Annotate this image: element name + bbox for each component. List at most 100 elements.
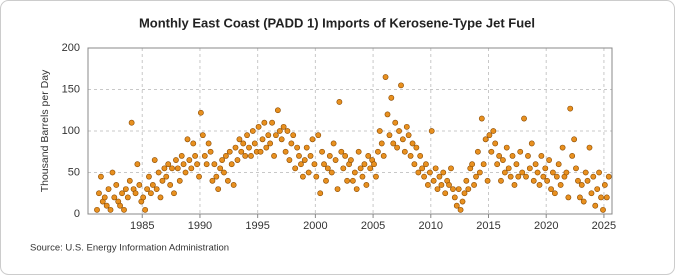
data-point	[378, 140, 385, 147]
data-point	[523, 173, 529, 180]
data-point	[559, 144, 566, 151]
data-point	[321, 161, 327, 168]
data-point	[342, 152, 349, 159]
data-point	[207, 148, 214, 155]
data-point	[540, 173, 547, 180]
data-point	[503, 144, 510, 151]
data-point	[557, 182, 564, 188]
data-point	[323, 177, 329, 184]
data-point	[588, 190, 595, 197]
data-point	[428, 128, 435, 134]
data-point	[375, 148, 381, 155]
data-point	[405, 132, 412, 139]
data-point	[223, 152, 229, 159]
data-point	[507, 173, 514, 180]
data-point	[303, 144, 310, 151]
data-point	[548, 186, 554, 192]
data-point	[300, 173, 306, 180]
data-point	[248, 152, 254, 159]
data-point	[159, 177, 166, 184]
data-point	[192, 152, 199, 159]
data-point	[382, 74, 389, 80]
data-point	[288, 140, 295, 147]
data-point	[205, 140, 212, 147]
data-point	[128, 119, 135, 126]
data-point	[426, 169, 433, 176]
data-point	[600, 206, 606, 213]
data-point	[436, 173, 443, 180]
data-point	[519, 169, 526, 176]
data-point	[330, 140, 337, 147]
data-point	[594, 186, 601, 192]
data-point	[317, 190, 324, 197]
data-point	[605, 173, 612, 180]
data-point	[542, 165, 549, 172]
data-point	[249, 128, 256, 134]
data-point	[417, 152, 424, 159]
y-tick-label: 0	[74, 208, 80, 220]
data-point	[584, 177, 591, 184]
data-point	[107, 206, 114, 213]
data-point	[184, 136, 191, 143]
data-point	[473, 173, 479, 180]
data-point	[203, 161, 210, 168]
data-point	[577, 194, 583, 201]
data-point	[463, 177, 470, 184]
data-point	[271, 152, 277, 159]
data-point	[571, 136, 578, 143]
data-point	[353, 186, 360, 192]
data-point	[598, 194, 604, 201]
data-point	[590, 173, 597, 180]
data-point	[409, 140, 416, 147]
data-point	[451, 194, 458, 201]
data-point	[363, 182, 370, 188]
data-point	[105, 186, 112, 192]
data-point	[307, 152, 314, 159]
data-point	[411, 161, 418, 168]
data-point	[371, 161, 377, 168]
data-point	[294, 144, 301, 151]
data-point	[171, 190, 177, 197]
data-point	[155, 169, 162, 176]
data-point	[498, 177, 504, 184]
chart-title: Monthly East Coast (PADD 1) Imports of K…	[139, 15, 535, 30]
data-point	[119, 190, 125, 197]
data-point	[142, 206, 149, 213]
data-point	[601, 182, 608, 188]
data-point	[501, 169, 508, 176]
data-point	[259, 136, 266, 143]
data-point	[313, 173, 320, 180]
data-point	[269, 119, 275, 126]
data-point	[296, 152, 302, 159]
x-tick-label: 2005	[361, 220, 385, 232]
data-point	[232, 144, 239, 151]
data-point	[134, 161, 141, 168]
data-point	[255, 123, 262, 130]
data-point	[151, 157, 158, 163]
data-point	[98, 173, 104, 180]
data-point	[569, 152, 576, 159]
source-note: Source: U.S. Energy Information Administ…	[30, 243, 229, 254]
data-point	[399, 136, 406, 143]
data-point	[515, 173, 522, 180]
data-point	[169, 165, 175, 172]
data-point	[536, 182, 543, 188]
data-point	[525, 152, 531, 159]
data-point	[274, 107, 281, 114]
data-point	[457, 206, 464, 213]
data-point	[578, 182, 585, 188]
data-point	[194, 161, 200, 168]
data-point	[398, 82, 404, 89]
data-point	[109, 169, 116, 176]
x-tick-label: 2025	[592, 220, 616, 232]
data-point	[544, 177, 551, 184]
data-point	[401, 148, 408, 155]
data-point	[419, 165, 426, 172]
data-point	[199, 132, 206, 139]
data-point	[580, 198, 587, 205]
data-point	[413, 144, 420, 151]
data-point	[442, 190, 449, 197]
x-tick-label: 2020	[534, 220, 558, 232]
